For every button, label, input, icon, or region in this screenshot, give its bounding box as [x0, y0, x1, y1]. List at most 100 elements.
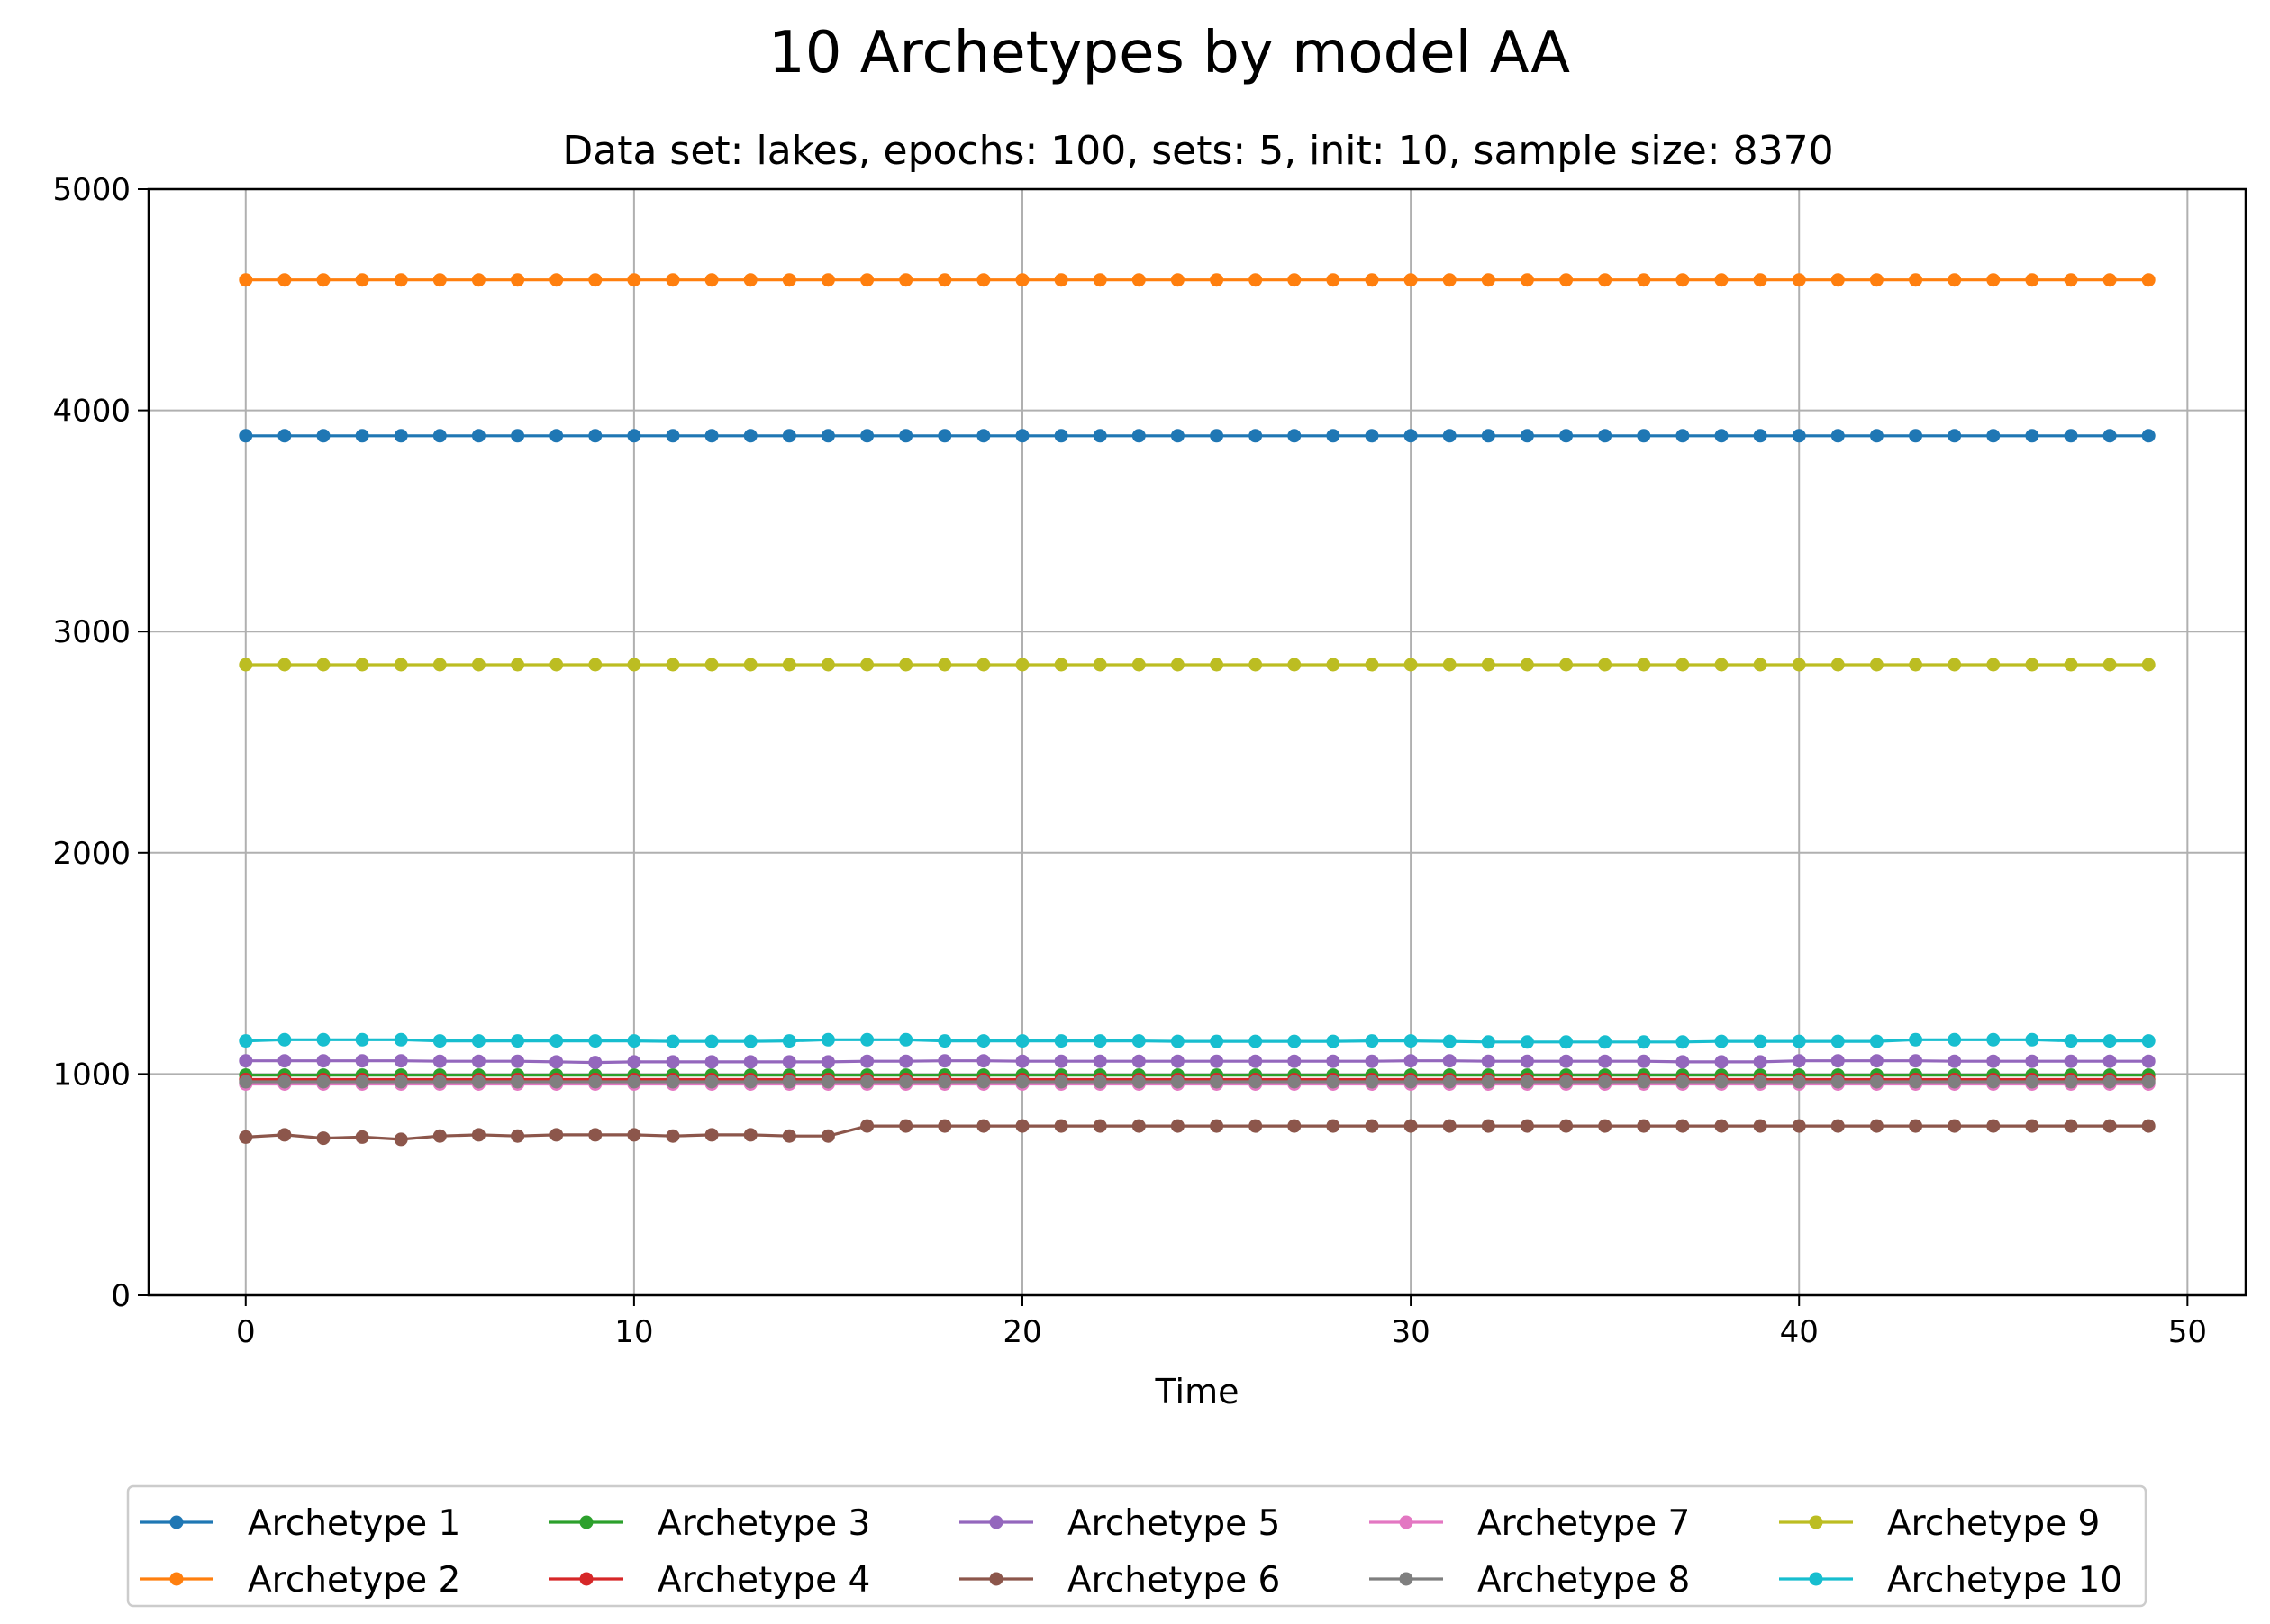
data-point: [1792, 273, 1806, 287]
data-point: [1054, 273, 1068, 287]
data-point: [1131, 429, 1146, 443]
data-point: [704, 273, 719, 287]
data-point: [1248, 1034, 1263, 1048]
data-point: [1869, 429, 1884, 443]
data-point: [277, 658, 292, 672]
data-point: [394, 1032, 408, 1047]
data-point: [316, 1032, 331, 1047]
data-point: [899, 429, 913, 443]
data-point: [704, 1075, 719, 1089]
data-point: [1210, 1075, 1224, 1089]
data-point: [1520, 429, 1534, 443]
data-point: [704, 658, 719, 672]
data-point: [471, 273, 486, 287]
series-layer: [239, 273, 2156, 1147]
data-point: [432, 273, 447, 287]
legend-marker: [1809, 1515, 1823, 1529]
data-point: [432, 429, 447, 443]
data-point: [394, 658, 408, 672]
series-8: [239, 1075, 2156, 1089]
plot-frame: [147, 187, 2247, 1297]
data-point: [2025, 658, 2039, 672]
data-point: [1403, 1119, 1418, 1133]
data-point: [1792, 1075, 1806, 1089]
data-point: [1675, 1119, 1690, 1133]
data-point: [511, 1054, 525, 1068]
data-point: [1442, 1034, 1457, 1048]
data-point: [1948, 658, 1962, 672]
data-point: [782, 1055, 796, 1069]
data-point: [1830, 273, 1845, 287]
data-point: [1131, 1054, 1146, 1068]
data-point: [1909, 658, 1923, 672]
data-point: [316, 429, 331, 443]
data-point: [627, 1055, 641, 1069]
data-point: [1248, 1054, 1263, 1068]
data-point: [511, 273, 525, 287]
data-point: [1637, 1054, 1651, 1068]
legend-label: Archetype 9: [1887, 1503, 2100, 1544]
data-point: [666, 429, 680, 443]
data-point: [2141, 429, 2156, 443]
data-point: [1210, 1119, 1224, 1133]
data-point: [821, 1032, 835, 1047]
data-point: [976, 1034, 991, 1048]
legend-label: Archetype 3: [658, 1503, 870, 1544]
data-point: [1598, 1119, 1612, 1133]
data-point: [1869, 1054, 1884, 1068]
data-point: [1287, 273, 1302, 287]
data-point: [1403, 1054, 1418, 1068]
data-point: [549, 273, 564, 287]
data-point: [2025, 1119, 2039, 1133]
series-6: [239, 1119, 2156, 1147]
series-line: [245, 1038, 2149, 1044]
data-point: [471, 1054, 486, 1068]
data-point: [1442, 429, 1457, 443]
data-point: [1986, 658, 2001, 672]
data-point: [743, 658, 758, 672]
data-point: [432, 1054, 447, 1068]
data-point: [627, 273, 641, 287]
data-point: [1170, 658, 1185, 672]
data-point: [1909, 1119, 1923, 1133]
data-point: [2025, 1054, 2039, 1068]
data-point: [1598, 273, 1612, 287]
data-point: [1093, 658, 1107, 672]
data-point: [1948, 273, 1962, 287]
data-point: [471, 658, 486, 672]
data-point: [316, 1075, 331, 1089]
data-point: [1714, 1034, 1729, 1048]
chart-title: 10 Archetypes by model AA: [768, 20, 1570, 86]
data-point: [1753, 1119, 1767, 1133]
data-point: [471, 1034, 486, 1048]
data-point: [277, 429, 292, 443]
data-point: [1093, 1119, 1107, 1133]
data-point: [627, 1075, 641, 1089]
legend-marker: [1399, 1515, 1413, 1529]
data-point: [704, 1055, 719, 1069]
data-point: [394, 273, 408, 287]
data-point: [1170, 1119, 1185, 1133]
data-point: [1442, 273, 1457, 287]
data-point: [1869, 273, 1884, 287]
data-point: [1948, 1075, 1962, 1089]
data-point: [938, 1034, 952, 1048]
data-point: [938, 1119, 952, 1133]
data-point: [1792, 658, 1806, 672]
data-point: [355, 658, 369, 672]
data-point: [1015, 273, 1030, 287]
data-point: [1714, 273, 1729, 287]
data-point: [1481, 658, 1495, 672]
data-point: [1287, 1119, 1302, 1133]
legend-marker: [989, 1572, 1003, 1586]
data-point: [666, 273, 680, 287]
data-point: [1403, 429, 1418, 443]
data-point: [1520, 1054, 1534, 1068]
x-tick-label: 0: [236, 1314, 256, 1350]
y-tick-label: 3000: [52, 614, 131, 650]
data-point: [2102, 429, 2117, 443]
data-point: [394, 1054, 408, 1068]
data-point: [1210, 1054, 1224, 1068]
data-point: [1792, 429, 1806, 443]
